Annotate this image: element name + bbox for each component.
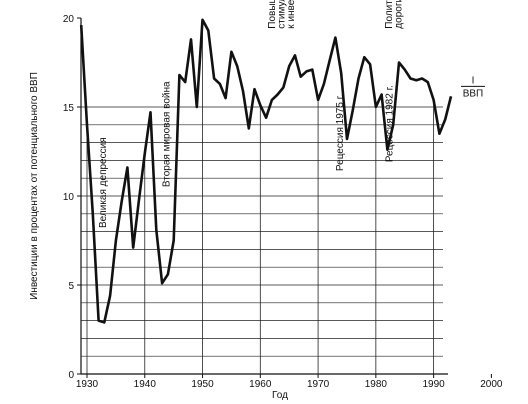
series-line — [79, 18, 453, 324]
annotation: Великая депрессия — [98, 137, 109, 228]
x-tick-label: 2000 — [480, 379, 503, 390]
x-tick-label: 1960 — [249, 379, 272, 390]
annotation-text: Рецессия 1982 г. — [385, 85, 396, 162]
series-label-denominator: ВВП — [463, 88, 484, 99]
annotation-text: Вторая мировая война — [162, 81, 173, 187]
y-tick-label: 20 — [63, 14, 75, 25]
x-axis-ticks: 1930 1940 1950 1960 1970 1980 1990 2000 — [76, 374, 503, 390]
x-tick-label: 1930 — [76, 379, 99, 390]
annotation-text: Рецессия 1975 г. — [335, 94, 346, 171]
annotation-text: Повышение — [267, 0, 278, 29]
annotation: Политикадорогих денег — [384, 0, 405, 29]
annotations: Великая депрессия Вторая мировая война Пов… — [98, 0, 404, 228]
annotation: Вторая мировая война — [162, 81, 173, 187]
x-tick-label: 1990 — [422, 379, 445, 390]
y-tick-label: 15 — [63, 103, 75, 114]
annotation: Повышениестимуловк инвестициям — [267, 0, 297, 29]
series-label-numerator: I — [472, 75, 475, 86]
grid-lines — [81, 19, 443, 375]
x-tick-label: 1970 — [307, 379, 330, 390]
x-axis-label: Год — [272, 390, 288, 401]
annotation-text: к инвестициям — [286, 0, 297, 29]
annotation: Рецессия 1982 г. — [385, 85, 396, 162]
x-tick-label: 1940 — [134, 379, 157, 390]
annotation-text: дорогих денег — [394, 0, 405, 29]
annotation-text: Политика — [384, 0, 395, 29]
y-axis-ticks: 0 5 10 15 20 — [63, 14, 81, 381]
annotation-text: Великая депрессия — [98, 137, 109, 228]
y-axis-label: Инвестиции в процентах от потенциального… — [29, 72, 40, 300]
x-tick-label: 1980 — [365, 379, 388, 390]
y-tick-label: 0 — [68, 370, 74, 381]
y-tick-label: 10 — [63, 192, 75, 203]
y-tick-label: 5 — [68, 281, 74, 292]
series-label: I ВВП — [460, 75, 485, 99]
annotation-text: стимулов — [276, 0, 287, 29]
x-tick-label: 1950 — [191, 379, 214, 390]
annotation: Рецессия 1975 г. — [335, 94, 346, 171]
